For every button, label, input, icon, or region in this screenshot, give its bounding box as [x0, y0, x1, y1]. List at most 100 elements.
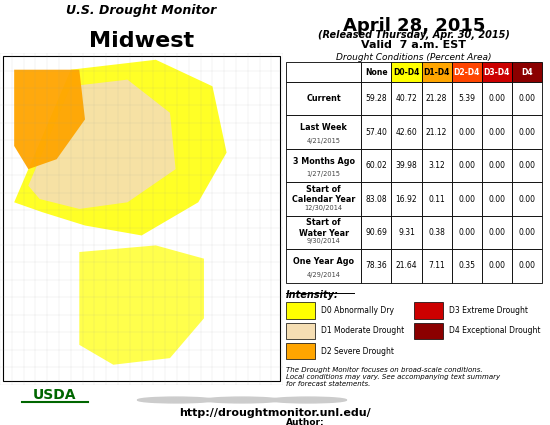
Text: Intensity:: Intensity: — [286, 290, 339, 300]
Text: 0.00: 0.00 — [518, 161, 535, 170]
Text: D1-D4: D1-D4 — [424, 68, 450, 76]
FancyBboxPatch shape — [421, 62, 452, 82]
Text: D4: D4 — [521, 68, 532, 76]
FancyBboxPatch shape — [361, 116, 392, 149]
FancyBboxPatch shape — [0, 53, 283, 385]
FancyBboxPatch shape — [286, 62, 361, 82]
Polygon shape — [79, 245, 204, 365]
FancyBboxPatch shape — [421, 82, 452, 116]
Text: The Drought Monitor focuses on broad-scale conditions.
Local conditions may vary: The Drought Monitor focuses on broad-sca… — [286, 367, 500, 387]
FancyBboxPatch shape — [286, 216, 361, 249]
Text: 0.00: 0.00 — [488, 94, 505, 103]
FancyBboxPatch shape — [482, 249, 512, 283]
Polygon shape — [14, 60, 227, 235]
Text: D3-D4: D3-D4 — [483, 68, 510, 76]
FancyBboxPatch shape — [414, 323, 443, 339]
FancyBboxPatch shape — [421, 216, 452, 249]
Text: D4 Exceptional Drought: D4 Exceptional Drought — [449, 326, 541, 335]
Circle shape — [138, 397, 214, 403]
Text: 12/30/2014: 12/30/2014 — [305, 205, 343, 211]
Text: U.S. Drought Monitor: U.S. Drought Monitor — [67, 4, 217, 17]
FancyBboxPatch shape — [512, 62, 542, 82]
FancyBboxPatch shape — [421, 116, 452, 149]
FancyBboxPatch shape — [512, 216, 542, 249]
Circle shape — [270, 397, 346, 403]
Text: 21.64: 21.64 — [395, 261, 417, 270]
FancyBboxPatch shape — [482, 116, 512, 149]
FancyBboxPatch shape — [286, 249, 361, 283]
FancyBboxPatch shape — [414, 302, 443, 319]
Text: Midwest: Midwest — [89, 31, 194, 51]
Text: 0.00: 0.00 — [488, 195, 505, 204]
Text: 16.92: 16.92 — [395, 195, 417, 204]
FancyBboxPatch shape — [482, 82, 512, 116]
FancyBboxPatch shape — [452, 82, 482, 116]
Polygon shape — [29, 79, 175, 209]
FancyBboxPatch shape — [512, 116, 542, 149]
FancyBboxPatch shape — [392, 249, 421, 283]
FancyBboxPatch shape — [482, 182, 512, 216]
Text: 57.40: 57.40 — [366, 128, 387, 136]
Text: D0-D4: D0-D4 — [393, 68, 420, 76]
Text: One Year Ago: One Year Ago — [293, 257, 354, 266]
Text: 3 Months Ago: 3 Months Ago — [293, 157, 355, 166]
FancyBboxPatch shape — [361, 62, 392, 82]
FancyBboxPatch shape — [392, 116, 421, 149]
FancyBboxPatch shape — [286, 323, 315, 339]
Text: 0.00: 0.00 — [518, 94, 535, 103]
FancyBboxPatch shape — [361, 182, 392, 216]
Text: 39.98: 39.98 — [395, 161, 417, 170]
Polygon shape — [14, 70, 85, 169]
Text: Author:: Author: — [286, 418, 324, 425]
Text: 3.12: 3.12 — [428, 161, 445, 170]
FancyBboxPatch shape — [482, 216, 512, 249]
FancyBboxPatch shape — [512, 182, 542, 216]
Text: 4/21/2015: 4/21/2015 — [307, 138, 340, 144]
Text: Valid  7 a.m. EST: Valid 7 a.m. EST — [361, 40, 466, 50]
Text: April 28, 2015: April 28, 2015 — [343, 17, 485, 35]
Text: 7.11: 7.11 — [428, 261, 445, 270]
Text: http://droughtmonitor.unl.edu/: http://droughtmonitor.unl.edu/ — [179, 408, 371, 417]
Text: USDA: USDA — [33, 388, 77, 402]
Text: D0 Abnormally Dry: D0 Abnormally Dry — [321, 306, 394, 315]
FancyBboxPatch shape — [392, 82, 421, 116]
Text: D2 Severe Drought: D2 Severe Drought — [321, 347, 394, 356]
FancyBboxPatch shape — [452, 149, 482, 182]
Text: 0.00: 0.00 — [488, 228, 505, 237]
Text: 1/27/2015: 1/27/2015 — [307, 171, 340, 177]
FancyBboxPatch shape — [452, 249, 482, 283]
Text: Drought Conditions (Percent Area): Drought Conditions (Percent Area) — [336, 54, 492, 62]
Text: 0.00: 0.00 — [518, 128, 535, 136]
FancyBboxPatch shape — [421, 149, 452, 182]
Text: Current: Current — [306, 94, 341, 103]
FancyBboxPatch shape — [392, 182, 421, 216]
FancyBboxPatch shape — [512, 82, 542, 116]
Text: 0.00: 0.00 — [488, 161, 505, 170]
FancyBboxPatch shape — [421, 182, 452, 216]
FancyBboxPatch shape — [482, 149, 512, 182]
Text: 0.00: 0.00 — [458, 195, 475, 204]
Text: 0.00: 0.00 — [458, 128, 475, 136]
Text: D3 Extreme Drought: D3 Extreme Drought — [449, 306, 528, 315]
Text: 0.00: 0.00 — [518, 261, 535, 270]
Text: 0.38: 0.38 — [428, 228, 445, 237]
Text: 0.00: 0.00 — [458, 228, 475, 237]
FancyBboxPatch shape — [286, 82, 361, 116]
Text: 0.00: 0.00 — [458, 161, 475, 170]
Text: Start of
Calendar Year: Start of Calendar Year — [292, 185, 355, 204]
Text: 0.00: 0.00 — [518, 228, 535, 237]
FancyBboxPatch shape — [392, 216, 421, 249]
FancyBboxPatch shape — [361, 82, 392, 116]
FancyBboxPatch shape — [421, 249, 452, 283]
FancyBboxPatch shape — [286, 343, 315, 360]
Text: (Released Thursday, Apr. 30, 2015): (Released Thursday, Apr. 30, 2015) — [318, 30, 510, 40]
FancyBboxPatch shape — [286, 116, 361, 149]
Text: 21.28: 21.28 — [426, 94, 447, 103]
FancyBboxPatch shape — [286, 302, 315, 319]
Text: 0.35: 0.35 — [458, 261, 475, 270]
FancyBboxPatch shape — [392, 149, 421, 182]
FancyBboxPatch shape — [361, 149, 392, 182]
Text: 4/29/2014: 4/29/2014 — [307, 272, 340, 278]
FancyBboxPatch shape — [512, 149, 542, 182]
Text: 90.69: 90.69 — [366, 228, 387, 237]
